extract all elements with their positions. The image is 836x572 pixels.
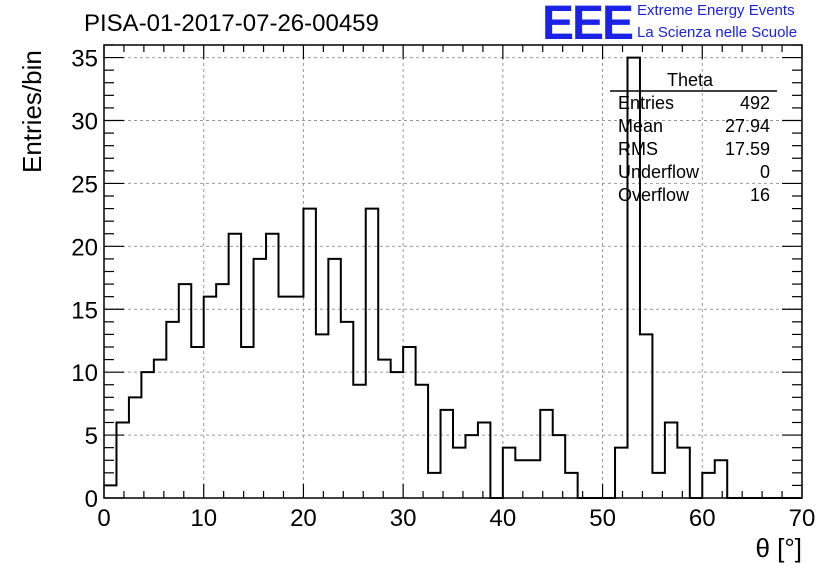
histogram-bin: [553, 435, 565, 498]
stat-label-overflow: Overflow: [618, 185, 690, 205]
histogram-bin: [702, 473, 714, 498]
histogram-bin: [528, 460, 540, 498]
x-tick-label: 70: [789, 505, 816, 532]
histogram-bin: [665, 423, 677, 499]
stat-value-mean: 27.94: [724, 116, 770, 136]
histogram-bin: [328, 259, 340, 498]
histogram-bin: [191, 347, 203, 498]
histogram-bin: [366, 209, 378, 498]
histogram-bin: [640, 334, 652, 498]
histogram-bin: [378, 360, 390, 498]
histogram-bin: [515, 460, 527, 498]
x-tick-label: 30: [390, 505, 417, 532]
histogram-bin: [677, 448, 689, 498]
x-tick-label: 20: [290, 505, 317, 532]
histogram-bin: [166, 322, 178, 498]
stat-label-rms: RMS: [618, 139, 658, 159]
x-tick-label: 50: [589, 505, 616, 532]
histogram-bin: [266, 234, 278, 498]
y-tick-label: 5: [85, 423, 98, 450]
logo-subtitle-line1: Extreme Energy Events: [637, 2, 795, 19]
chart-title: PISA-01-2017-07-26-00459: [84, 10, 379, 37]
y-tick-label: 15: [71, 297, 98, 324]
y-tick-label: 25: [71, 171, 98, 198]
histogram-bin: [179, 284, 191, 498]
histogram-bin: [254, 259, 266, 498]
x-tick-label: 40: [490, 505, 517, 532]
stat-label-entries: Entries: [618, 93, 675, 113]
y-tick-label: 0: [85, 486, 98, 513]
histogram-bin: [116, 423, 128, 499]
histogram-bin: [441, 410, 453, 498]
histogram-bin: [478, 423, 490, 499]
histogram-bin: [428, 473, 440, 498]
stat-label-underflow: Underflow: [618, 162, 700, 182]
histogram-bin: [540, 410, 552, 498]
axis-ticks: [103, 44, 803, 499]
x-tick-label: 60: [689, 505, 716, 532]
histogram-bin: [316, 334, 328, 498]
stat-value-rms: 17.59: [724, 139, 770, 159]
eee-logo: EEE: [542, 0, 634, 50]
stat-value-underflow: 0: [759, 162, 770, 182]
histogram-bin: [615, 448, 627, 498]
histogram-bin: [229, 234, 241, 498]
histogram-bin: [204, 297, 216, 498]
stats-box-title: Theta: [667, 70, 714, 90]
x-tick-label: 0: [97, 505, 110, 532]
x-tick-label: 10: [190, 505, 217, 532]
stat-value-overflow: 16: [749, 185, 770, 205]
histogram-bin: [216, 284, 228, 498]
histogram-bin: [453, 448, 465, 498]
histogram-bin: [241, 347, 253, 498]
x-tick-labels: 0 10 20 30 40 50 60 70: [97, 505, 815, 532]
histogram-bars: [104, 56, 802, 499]
histogram-bin: [279, 297, 291, 498]
histogram-bin: [303, 209, 315, 498]
histogram-bin: [652, 473, 664, 498]
histogram-bin: [129, 397, 141, 498]
histogram-bin: [104, 485, 116, 498]
x-axis-label: θ [°]: [755, 533, 802, 563]
y-tick-label: 30: [71, 109, 98, 136]
y-axis-label: Entries/bin: [17, 50, 47, 173]
histogram-bin: [291, 297, 303, 498]
histogram-bin: [403, 347, 415, 498]
histogram-bin: [565, 473, 577, 498]
histogram-bin: [715, 460, 727, 498]
y-tick-label: 10: [71, 360, 98, 387]
histogram-bin: [416, 385, 428, 498]
y-tick-label: 20: [71, 234, 98, 261]
histogram-bin: [503, 448, 515, 498]
histogram-bin: [465, 435, 477, 498]
logo-subtitle-line2: La Scienza nelle Scuole: [637, 24, 798, 41]
histogram-bin: [154, 360, 166, 498]
stat-value-entries: 492: [739, 93, 770, 113]
histogram-bin: [341, 322, 353, 498]
y-tick-label: 35: [71, 46, 98, 73]
stat-label-mean: Mean: [618, 116, 664, 136]
histogram-outline: [104, 56, 802, 499]
y-tick-labels: 0 5 10 15 20 25 30 35: [71, 46, 98, 513]
grid-lines: [104, 45, 802, 498]
histogram-bin: [353, 385, 365, 498]
